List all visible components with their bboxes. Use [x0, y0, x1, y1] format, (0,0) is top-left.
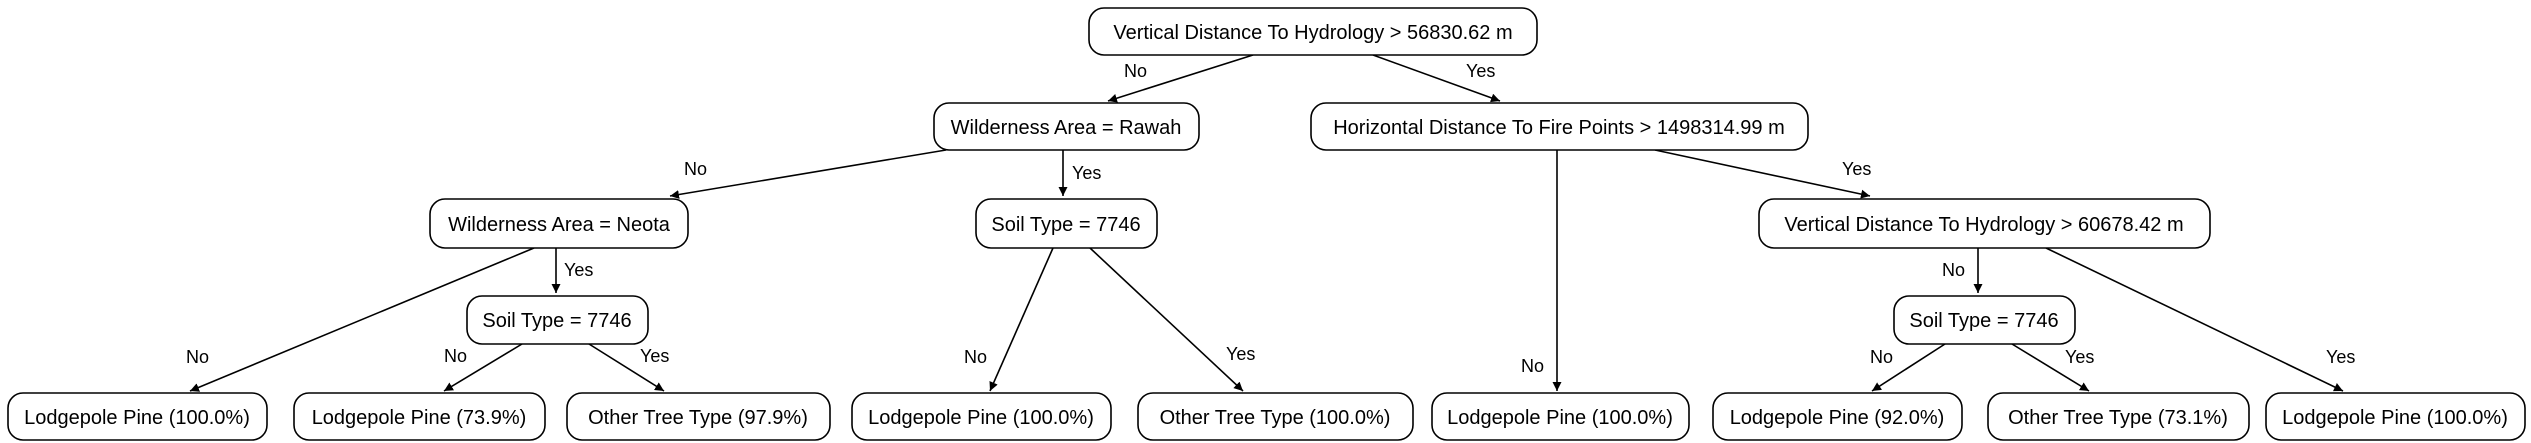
- leaf-node-4: Lodgepole Pine (100.0%): [851, 392, 1112, 441]
- leaf-node-7: Lodgepole Pine (92.0%): [1712, 392, 1963, 441]
- edge-soil-mid-yes: Yes: [1089, 247, 1255, 392]
- decision-node-soil-left: Soil Type = 7746: [466, 295, 649, 345]
- edge-root-yes: Yes: [1372, 54, 1501, 103]
- edge-label-soil-right-no: No: [1870, 347, 1893, 367]
- node-label-wilderness-rawah: Wilderness Area = Rawah: [951, 117, 1182, 139]
- decision-node-horizontal-fire: Horizontal Distance To Fire Points > 149…: [1310, 102, 1809, 151]
- node-label-vertical-60678: Vertical Distance To Hydrology > 60678.4…: [1784, 214, 2183, 236]
- edge-label-neota-no: No: [186, 347, 209, 367]
- decision-node-root: Vertical Distance To Hydrology > 56830.6…: [1088, 7, 1538, 56]
- node-label-soil-right: Soil Type = 7746: [1909, 310, 2058, 332]
- leaf-node-1: Lodgepole Pine (100.0%): [7, 392, 268, 441]
- node-label-soil-mid: Soil Type = 7746: [991, 214, 1140, 236]
- edge-label-fire-no: No: [1521, 356, 1544, 376]
- edge-label-rawah-yes: Yes: [1072, 163, 1101, 183]
- leaf-label-2: Lodgepole Pine (73.9%): [312, 407, 527, 429]
- edge-label-vertical-yes: Yes: [2326, 347, 2355, 367]
- edge-label-root-no: No: [1124, 61, 1147, 81]
- edge-label-fire-yes: Yes: [1842, 159, 1871, 179]
- edge-label-soil-left-no: No: [444, 346, 467, 366]
- edge-label-soil-left-yes: Yes: [640, 346, 669, 366]
- leaf-label-1: Lodgepole Pine (100.0%): [24, 407, 250, 429]
- leaf-node-3: Other Tree Type (97.9%): [566, 392, 831, 441]
- edge-label-root-yes: Yes: [1466, 61, 1495, 81]
- edge-soil-left-no: No: [443, 343, 523, 392]
- edge-label-soil-right-yes: Yes: [2065, 347, 2094, 367]
- edge-label-soil-mid-yes: Yes: [1226, 344, 1255, 364]
- leaf-label-9: Lodgepole Pine (100.0%): [2282, 407, 2508, 429]
- node-label-root: Vertical Distance To Hydrology > 56830.6…: [1113, 22, 1512, 44]
- edge-label-vertical-no: No: [1942, 260, 1965, 280]
- node-label-soil-left: Soil Type = 7746: [482, 310, 631, 332]
- edge-soil-mid-no: No: [964, 247, 1054, 392]
- leaf-label-4: Lodgepole Pine (100.0%): [868, 407, 1094, 429]
- node-label-wilderness-neota: Wilderness Area = Neota: [448, 214, 671, 236]
- edge-soil-left-yes: Yes: [588, 343, 669, 392]
- edge-rawah-yes: Yes: [1058, 150, 1101, 196]
- node-label-horizontal-fire: Horizontal Distance To Fire Points > 149…: [1333, 117, 1785, 139]
- leaf-node-5: Other Tree Type (100.0%): [1137, 392, 1414, 441]
- edge-label-neota-yes: Yes: [564, 260, 593, 280]
- decision-node-soil-mid: Soil Type = 7746: [975, 198, 1158, 249]
- leaf-label-7: Lodgepole Pine (92.0%): [1730, 407, 1945, 429]
- edge-neota-yes: Yes: [551, 248, 593, 293]
- edge-vertical-no: No: [1942, 248, 1983, 293]
- edge-neota-no: No: [186, 247, 535, 392]
- edge-fire-yes: Yes: [1654, 149, 1871, 199]
- edge-vertical-yes: Yes: [2045, 247, 2355, 392]
- leaf-node-8: Other Tree Type (73.1%): [1987, 392, 2250, 441]
- edge-soil-right-no: No: [1870, 343, 1946, 392]
- leaf-node-2: Lodgepole Pine (73.9%): [293, 392, 546, 441]
- decision-node-wilderness-rawah: Wilderness Area = Rawah: [933, 102, 1200, 151]
- leaf-label-6: Lodgepole Pine (100.0%): [1447, 407, 1673, 429]
- decision-node-wilderness-neota: Wilderness Area = Neota: [429, 198, 689, 249]
- edge-label-rawah-no: No: [684, 159, 707, 179]
- leaf-label-8: Other Tree Type (73.1%): [2008, 407, 2228, 429]
- edge-rawah-no: No: [669, 149, 947, 199]
- leaf-label-3: Other Tree Type (97.9%): [588, 407, 808, 429]
- edge-fire-no: No: [1521, 150, 1562, 391]
- leaf-label-5: Other Tree Type (100.0%): [1160, 407, 1391, 429]
- leaf-node-6: Lodgepole Pine (100.0%): [1431, 392, 1690, 441]
- decision-node-vertical-60678: Vertical Distance To Hydrology > 60678.4…: [1758, 198, 2211, 249]
- edge-root-no: No: [1107, 54, 1254, 103]
- edge-soil-right-yes: Yes: [2011, 343, 2094, 392]
- leaf-node-9: Lodgepole Pine (100.0%): [2265, 392, 2526, 441]
- decision-node-soil-right: Soil Type = 7746: [1893, 295, 2076, 345]
- edge-label-soil-mid-no: No: [964, 347, 987, 367]
